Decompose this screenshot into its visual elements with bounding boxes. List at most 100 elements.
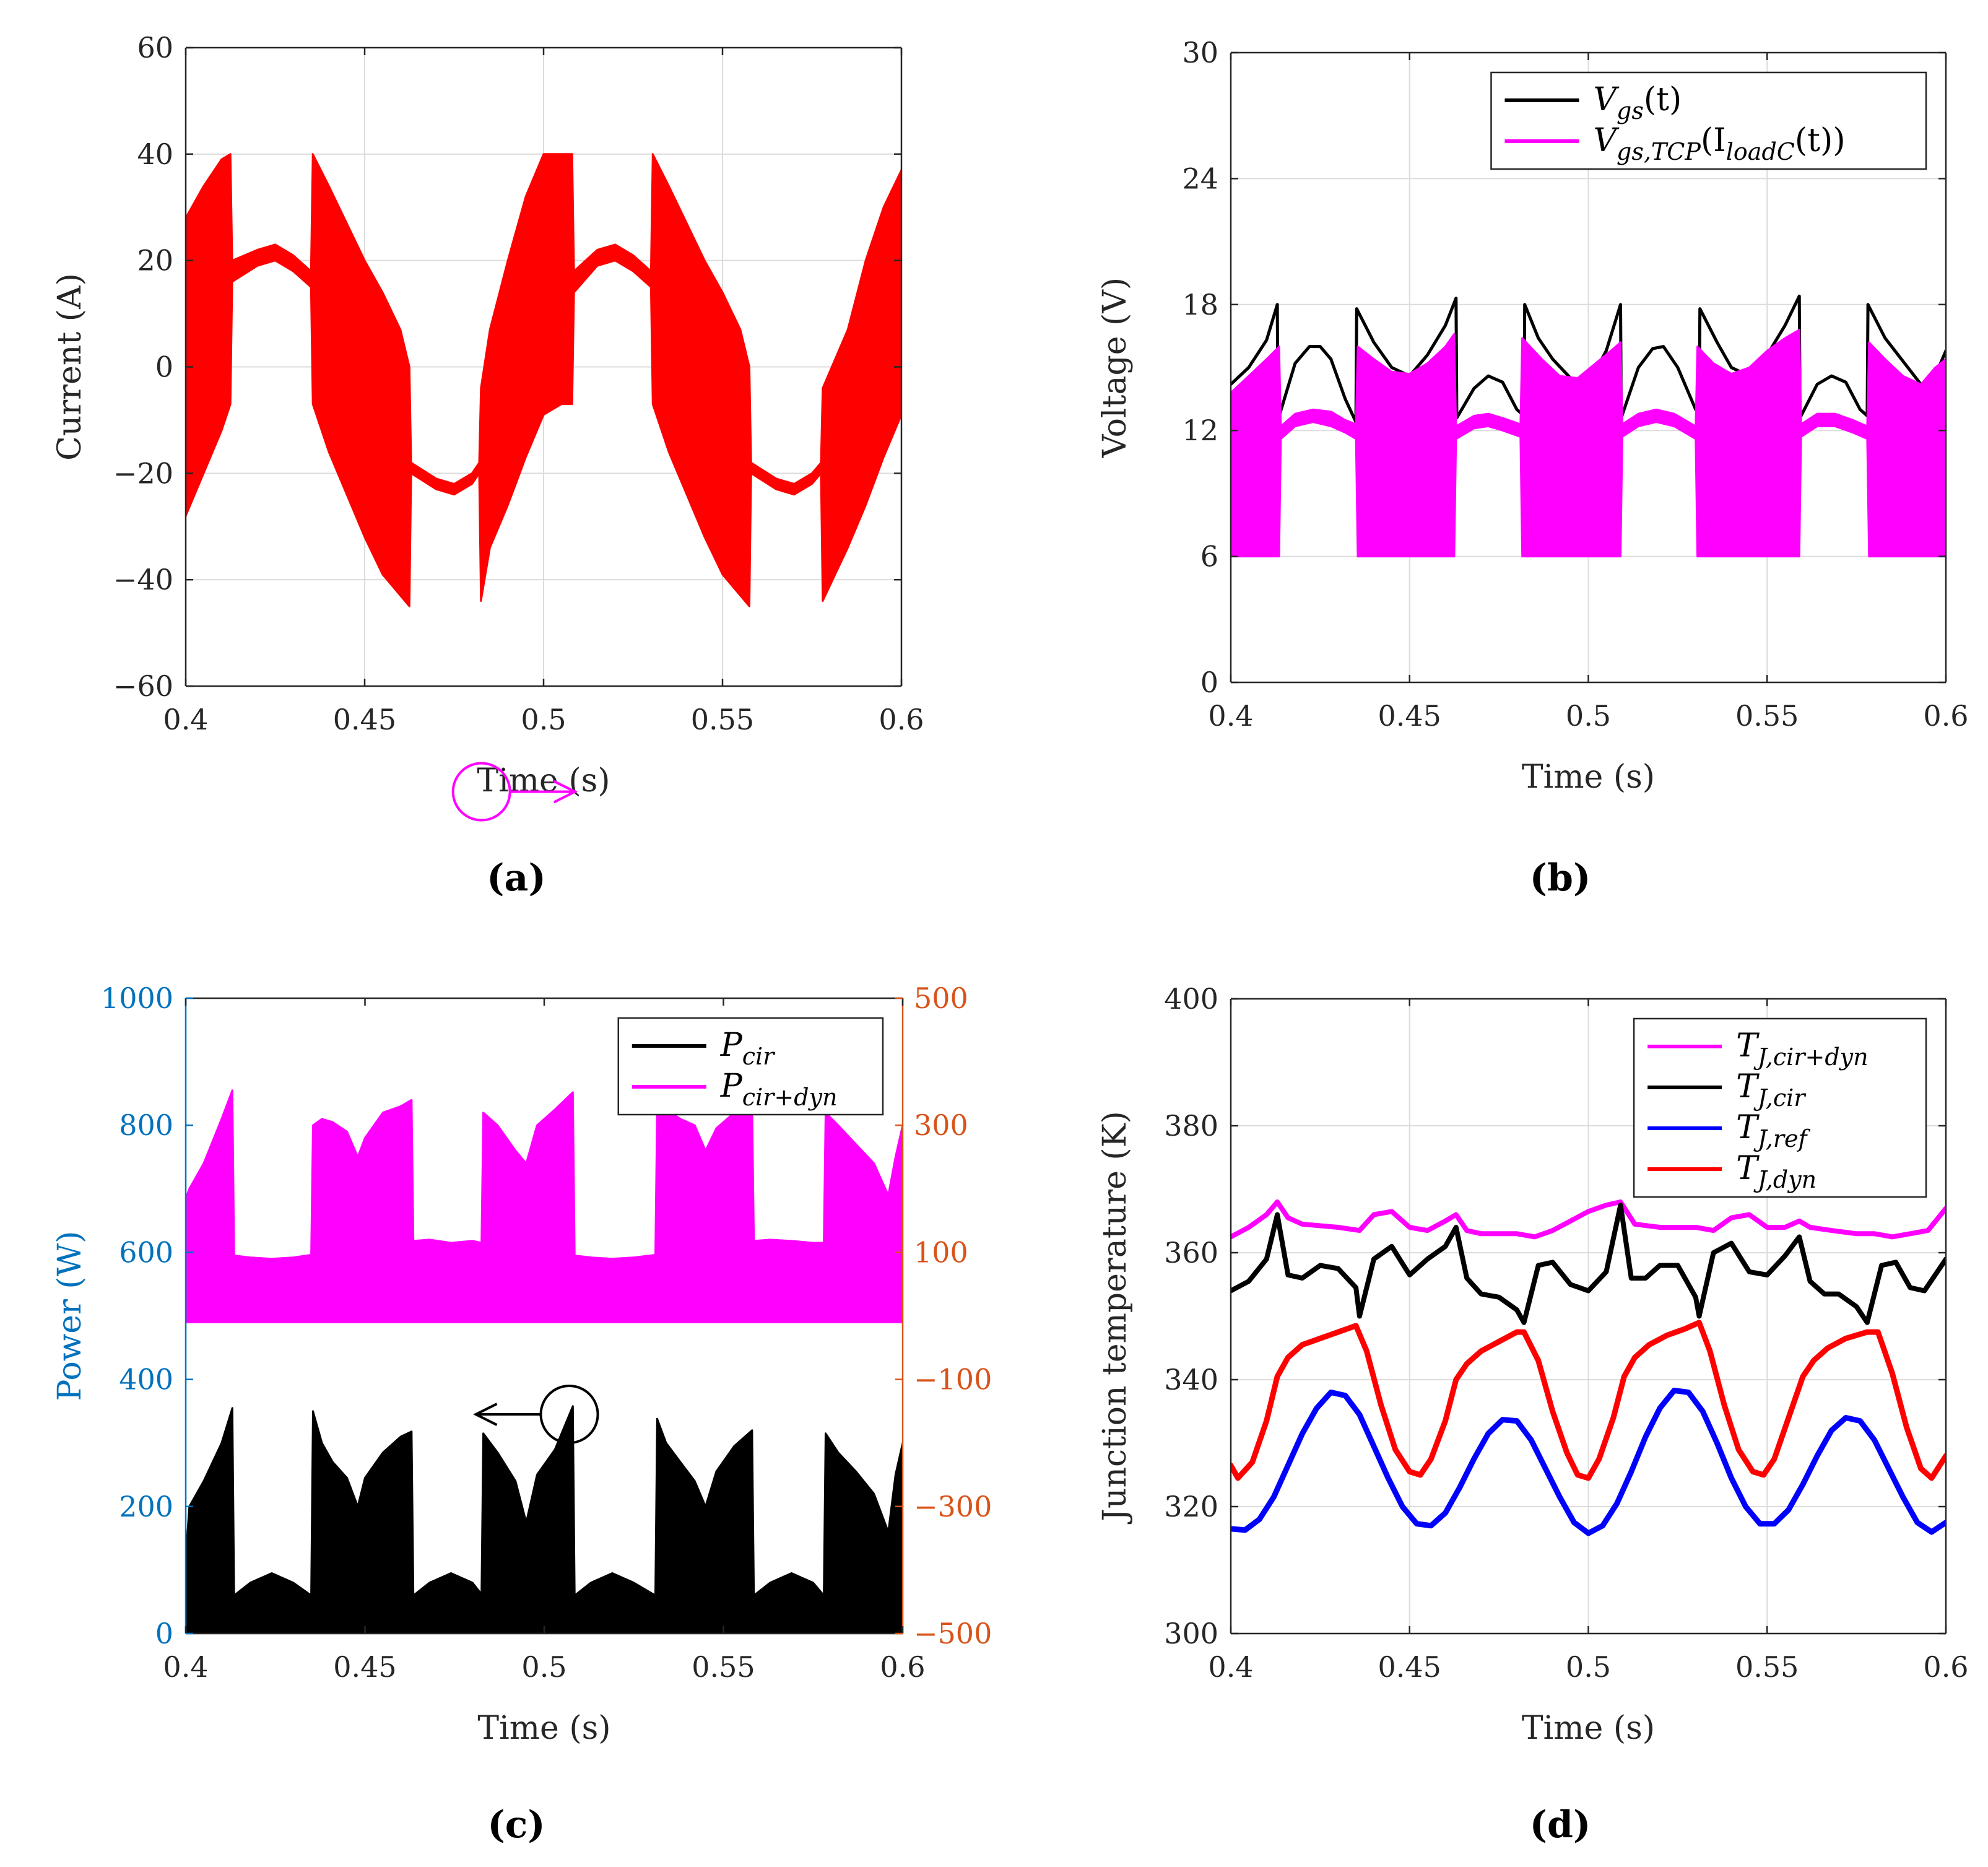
legend-entry-sub: gs,TCP [1617,138,1701,165]
y-tick-label: 18 [1182,288,1218,321]
legend-entry: Vgs,TCP(IloadC(t)) [1593,122,1845,165]
legend-entry: Pcir [720,1027,776,1070]
legend-entry-main: V [1593,122,1619,159]
series-d-3-line [1231,1320,1946,1481]
x-tick-label: 0.6 [879,703,924,736]
y-tick-label: 6 [1200,540,1218,573]
y-tick-label: −20 [113,456,173,490]
legend-entry-main: T [1736,1027,1760,1064]
x-tick-label: 0.5 [1566,699,1611,733]
x-tick-label: 0.4 [1208,699,1253,733]
y-tick-label: 40 [137,137,173,171]
y-tick-label: 0 [1200,666,1218,699]
y-tick-label: −40 [113,563,173,596]
legend-entry-main: P [720,1027,743,1064]
annotation-arrow-head [473,1403,498,1426]
x-axis-label: Time (s) [477,1710,610,1747]
y-tick-label: 30 [1182,36,1218,69]
series-b-1-band [1231,329,1946,558]
y-tick-label: 400 [1164,982,1218,1016]
legend-entry: TJ,cir [1736,1068,1807,1112]
legend-entry-sub: J,ref [1753,1125,1811,1152]
x-tick-label: 0.5 [1566,1650,1611,1684]
x-tick-label: 0.6 [1923,699,1968,733]
y-tick-label: 12 [1182,414,1218,447]
y2-tick-label: 300 [914,1108,968,1142]
y-tick-label: 400 [119,1363,173,1396]
panel-caption: (c) [487,1803,545,1847]
x-tick-label: 0.55 [691,703,754,736]
y-tick-label: 200 [119,1490,173,1523]
y2-tick-label: 500 [914,981,968,1015]
x-tick-label: 0.6 [880,1650,925,1684]
y-tick-label: 60 [137,31,173,64]
x-tick-label: 0.6 [1923,1650,1968,1684]
x-axis-label: Time (s) [1522,759,1655,796]
y-axis-label: Power (W) [51,1231,89,1401]
y2-tick-label: 100 [914,1235,968,1269]
legend-entry-main: V [1593,81,1619,118]
x-tick-label: 0.45 [1378,699,1441,733]
panel-b: 0.4 0.45 0.5 0.55 0.6 0 6 12 18 24 30 Time (s) Volta… [1096,36,1969,900]
x-tick-label: 0.55 [1735,699,1799,733]
y-tick-label: 20 [137,244,173,277]
panels: 0.4 0.45 0.5 0.55 0.6 −60 −40 −20 0 20 40 60 Time (s… [51,31,1969,1847]
legend-entry-sub: J,cir+dyn [1753,1043,1869,1071]
series-c-0-area [186,1405,903,1634]
x-tick-label: 0.4 [1208,1650,1253,1684]
legend-entry-sub: cir+dyn [742,1084,838,1111]
y2-tick-label: −100 [914,1363,992,1396]
y-tick-label: 340 [1164,1363,1218,1396]
legend-entry: Vgs(t) [1593,81,1682,124]
y-axis-label: Junction temperature (K) [1096,1111,1134,1525]
legend-entry-main: T [1736,1109,1760,1146]
y-tick-label: 360 [1164,1236,1218,1269]
legend: Vgs(t)Vgs,TCP(IloadC(t)) [1490,71,1927,170]
legend-entry: Pcir+dyn [720,1068,838,1111]
panel-caption: (d) [1530,1803,1591,1847]
legend-entry-tail2: (t)) [1795,122,1846,159]
series-group [186,153,901,607]
x-tick-label: 0.45 [333,703,396,736]
panel-d: 0.4 0.45 0.5 0.55 0.6 300 320 340 360 380 400 Time … [1096,982,1969,1847]
panel-c: 0.4 0.45 0.5 0.55 0.6 0 200 400 600 800 1000 −500 −3… [51,762,992,1847]
legend-entry-main: T [1736,1150,1760,1187]
x-axis-label: Time (s) [1522,1710,1655,1747]
legend-entry-sub2: loadC [1726,138,1795,165]
series-group [186,1089,903,1634]
legend-entry: TJ,dyn [1736,1150,1817,1193]
y-tick-label: −60 [113,669,173,703]
series-a-0-band [186,153,901,607]
legend-entry-sub: J,dyn [1753,1166,1817,1193]
x-tick-label: 0.45 [333,1650,396,1684]
x-tick-label: 0.45 [1378,1650,1441,1684]
annotation-circle-arrow [451,762,578,822]
y-tick-label: 600 [119,1235,173,1269]
y-tick-label: 1000 [101,981,173,1015]
annotation-arrow-head [553,780,578,804]
series-group [1231,294,1946,558]
legend-entry-main: T [1736,1068,1760,1105]
y2-tick-label: −500 [914,1617,992,1650]
legend-box [617,1017,884,1116]
y-tick-label: 380 [1164,1109,1218,1142]
panel-caption: (a) [487,856,546,900]
series-c-1-area [186,1089,903,1323]
legend-box [1490,71,1927,170]
x-tick-label: 0.4 [163,1650,208,1684]
series-group [1231,1199,1946,1536]
y2-tick-label: −300 [914,1490,992,1523]
x-tick-label: 0.4 [163,703,208,736]
series-d-2-line [1231,1387,1946,1536]
series-d-0-line [1231,1199,1946,1240]
y-axis-label: Current (A) [51,273,89,461]
legend-entry-sub: cir [742,1043,776,1070]
x-tick-label: 0.55 [692,1650,755,1684]
x-tick-label: 0.55 [1735,1650,1799,1684]
legend-entry-tail: (t) [1644,81,1682,118]
y-tick-label: 24 [1182,162,1218,195]
